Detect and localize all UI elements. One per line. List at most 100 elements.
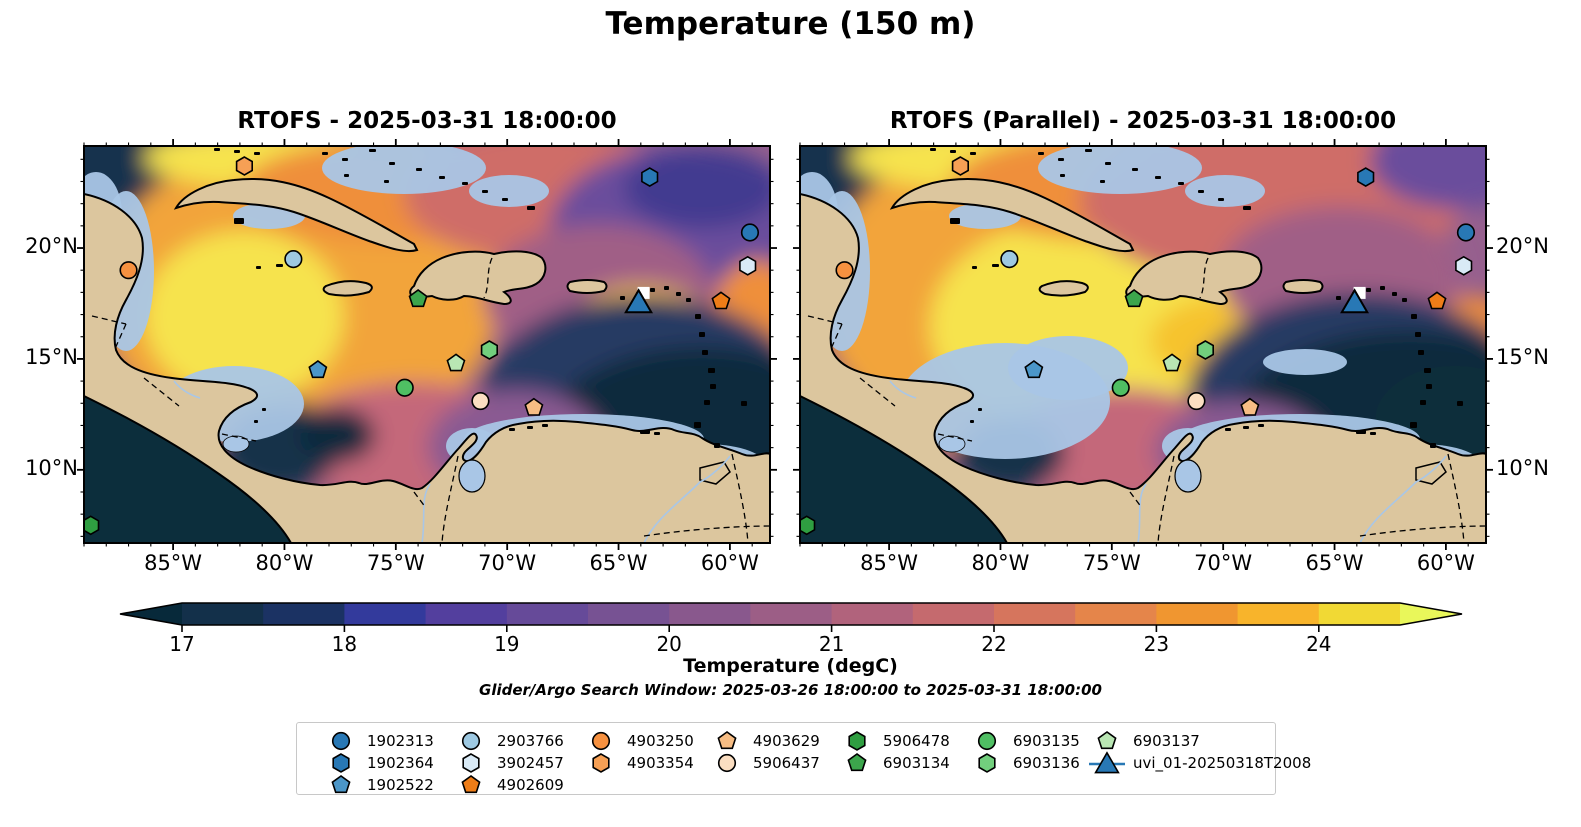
legend-label: 6903136 <box>1013 754 1080 772</box>
pacific-ocean <box>800 394 1009 543</box>
legend-circle-icon <box>717 753 737 773</box>
circle-marker-icon <box>119 261 138 280</box>
island-cuba <box>889 177 1135 252</box>
map-rtofs-parallel <box>793 139 1493 550</box>
hexagon-marker-icon <box>978 753 996 773</box>
legend-label: 3902457 <box>497 754 564 772</box>
legend-label: 6903134 <box>883 754 950 772</box>
pacific-ocean <box>84 394 293 543</box>
circle-marker-icon <box>977 731 997 751</box>
island-jamaica <box>1038 280 1089 297</box>
circle-marker-icon <box>835 261 854 280</box>
legend-item: 2903766 <box>453 730 564 752</box>
legend-item: 4903629 <box>709 730 820 752</box>
legend-item: 4903354 <box>583 752 694 774</box>
colorbar-tick-label: 22 <box>981 632 1007 656</box>
circle-marker-icon <box>591 731 611 751</box>
circle-marker-icon <box>471 391 490 411</box>
legend-circle-icon <box>591 731 611 751</box>
circle-marker-icon <box>395 378 414 397</box>
triangle-marker-icon <box>1340 288 1370 314</box>
pentagon-marker-icon <box>1097 731 1117 750</box>
legend-label: 2903766 <box>497 732 564 750</box>
legend-circle-icon <box>977 731 997 751</box>
hexagon-marker-icon <box>1357 167 1375 188</box>
pentagon-marker-icon <box>1162 353 1182 372</box>
lon-tick-label: 60°W <box>1416 551 1475 575</box>
pentagon-marker-icon <box>446 353 466 372</box>
island-jamaica <box>322 280 373 297</box>
lon-tick-label: 70°W <box>1194 551 1253 575</box>
lat-tick-label: 15°N <box>25 344 78 369</box>
legend-hexagon-icon <box>462 753 480 773</box>
hexagon-marker-icon <box>951 156 969 176</box>
legend-label: uvi_01-20250318T2008 <box>1133 754 1312 772</box>
pentagon-marker-icon <box>847 753 867 772</box>
lon-tick-label: 80°W <box>971 551 1030 575</box>
pentagon-marker-icon <box>331 775 351 794</box>
pentagon-marker-icon <box>308 360 328 379</box>
pentagon-marker-icon <box>524 397 544 416</box>
pentagon-marker-icon <box>1124 289 1144 308</box>
legend-hexagon-icon <box>332 753 350 773</box>
hexagon-marker-icon <box>800 515 816 536</box>
legend-item: 6903135 <box>969 730 1080 752</box>
legend-item: 1902522 <box>323 774 434 796</box>
lon-tick-label: 65°W <box>589 551 648 575</box>
circle-marker-icon <box>284 250 303 269</box>
legend-item: 1902313 <box>323 730 434 752</box>
circle-marker-icon <box>1456 223 1476 242</box>
colorbar <box>119 602 1463 632</box>
island-puerto-rico <box>566 279 608 294</box>
pentagon-marker-icon <box>711 291 731 310</box>
hexagon-marker-icon <box>332 753 350 773</box>
legend-circle-icon <box>331 731 351 751</box>
lon-tick-label: 80°W <box>255 551 314 575</box>
legend-label: 1902364 <box>367 754 434 772</box>
lon-tick-label: 85°W <box>860 551 919 575</box>
lat-tick-label: 20°N <box>1496 234 1549 259</box>
lon-tick-label: 70°W <box>478 551 537 575</box>
hexagon-marker-icon <box>235 156 253 176</box>
hexagon-marker-icon <box>739 255 757 276</box>
legend-item: 5906437 <box>709 752 820 774</box>
legend-label: 4903354 <box>627 754 694 772</box>
legend-label: 6903137 <box>1133 732 1200 750</box>
circle-marker-icon <box>1000 250 1019 269</box>
legend-item: 6903137 <box>1089 730 1200 752</box>
legend-pentagon-icon <box>331 775 351 794</box>
legend: 1902313 1902364 1902522 2903766 3902457 49026… <box>296 722 1311 796</box>
legend-item: uvi_01-20250318T2008 <box>1089 751 1312 774</box>
legend-item: 5906478 <box>839 730 950 752</box>
hexagon-marker-icon <box>1196 340 1215 360</box>
legend-hexagon-icon <box>848 731 866 751</box>
colorbar-label: Temperature (degC) <box>683 655 898 677</box>
colorbar-under-arrow <box>120 603 182 625</box>
legend-label: 5906437 <box>753 754 820 772</box>
colorbar-tick-label: 24 <box>1306 632 1332 656</box>
lat-tick-label: 15°N <box>1496 344 1549 369</box>
colorbar-tick-label: 20 <box>656 632 682 656</box>
island-hispaniola <box>1125 250 1263 306</box>
legend-hexagon-icon <box>978 753 996 773</box>
colorbar-tick-label: 17 <box>169 632 195 656</box>
legend-label: 1902522 <box>367 776 434 794</box>
landmass-central-south-america <box>800 192 1486 543</box>
lon-tick-label: 75°W <box>366 551 425 575</box>
legend-pentagon-icon <box>847 753 867 772</box>
triangle-marker-icon <box>1094 751 1120 774</box>
colorbar-tick-label: 23 <box>1143 632 1170 656</box>
circle-marker-icon <box>1187 391 1206 411</box>
circle-marker-icon <box>740 223 760 242</box>
island-cuba <box>173 177 419 252</box>
circle-marker-icon <box>461 731 481 751</box>
legend-item: 6903136 <box>969 752 1080 774</box>
lon-tick-label: 60°W <box>700 551 759 575</box>
pentagon-marker-icon <box>461 775 481 794</box>
colorbar-tick-label: 21 <box>818 632 845 656</box>
glider-track-icon <box>1089 751 1125 774</box>
pentagon-marker-icon <box>408 289 428 308</box>
map-rtofs <box>77 139 777 550</box>
lon-tick-label: 75°W <box>1082 551 1141 575</box>
